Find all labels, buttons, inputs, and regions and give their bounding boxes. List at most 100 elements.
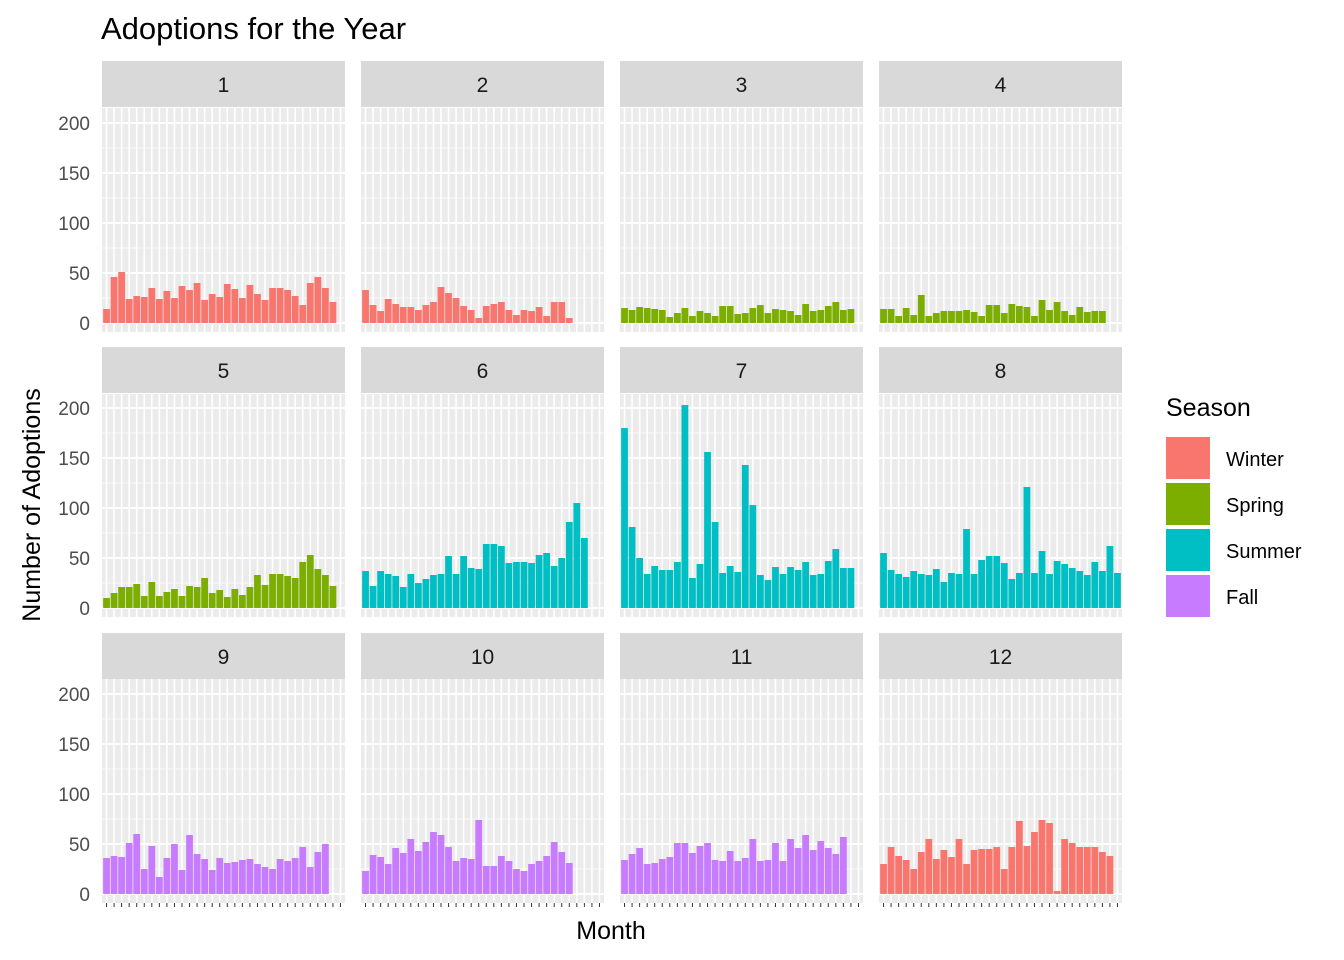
bar (711, 522, 719, 608)
bar (651, 566, 659, 608)
bar (963, 310, 970, 323)
bar (910, 571, 918, 608)
bar (839, 568, 847, 608)
bar (824, 561, 832, 608)
bar (681, 405, 689, 608)
bar (276, 288, 284, 323)
bar (558, 302, 566, 323)
legend-label: Winter (1226, 449, 1284, 471)
bar (284, 290, 292, 323)
chart-title: Adoptions for the Year (101, 11, 406, 46)
bar (895, 316, 903, 323)
bar (902, 577, 910, 608)
bar (764, 860, 772, 894)
bar (384, 864, 392, 894)
bar (520, 562, 528, 608)
bar (110, 593, 118, 608)
y-tick-label: 100 (58, 785, 90, 806)
y-tick-label: 150 (58, 735, 90, 756)
bar (505, 563, 513, 608)
bar (377, 571, 385, 608)
bar (1031, 573, 1038, 608)
bar (1015, 821, 1023, 894)
y-tick-label: 200 (58, 399, 90, 420)
bar (741, 313, 749, 323)
panel-background (102, 108, 345, 332)
facet-strip (620, 61, 863, 107)
bar (1053, 891, 1061, 894)
bar (550, 302, 558, 323)
bar (910, 869, 918, 894)
bar (948, 311, 955, 323)
bar (772, 309, 779, 323)
bar (103, 858, 110, 894)
y-axis-title: Number of Adoptions (18, 388, 46, 621)
bar (362, 871, 369, 894)
bar (621, 860, 628, 894)
legend: Season Winter Spring Summer Fall (1166, 394, 1302, 617)
bar (528, 864, 535, 894)
bar (467, 310, 475, 323)
bar (414, 851, 422, 894)
bar (269, 869, 276, 894)
y-tick-label: 50 (69, 835, 90, 856)
bar (133, 584, 141, 608)
bar (475, 318, 483, 323)
bar (978, 849, 986, 894)
facet-strip (620, 633, 863, 679)
bar (779, 310, 787, 323)
facet-strip-label: 8 (995, 360, 1007, 383)
bar (178, 870, 186, 894)
y-tick-label: 50 (69, 549, 90, 570)
bar (970, 574, 978, 608)
y-tick-label: 0 (79, 599, 90, 620)
bar (437, 287, 445, 323)
y-tick-label: 150 (58, 449, 90, 470)
facet-strip-label: 1 (218, 74, 230, 97)
bar (839, 837, 847, 894)
bar (246, 285, 254, 323)
bar (756, 575, 764, 608)
bar (932, 313, 940, 323)
bar (970, 312, 978, 323)
bar (628, 854, 636, 894)
bar (802, 835, 810, 894)
bar (261, 867, 269, 894)
y-tick-label: 100 (58, 499, 90, 520)
facet-strip-label: 10 (471, 646, 494, 669)
bar (445, 847, 452, 894)
bar (658, 570, 666, 608)
bar (193, 854, 201, 894)
facet-panel-1: 1 0 50 100 150 200 (58, 61, 345, 335)
legend-key-spring (1166, 483, 1210, 525)
x-axis-title: Month (576, 917, 645, 945)
bar (208, 593, 216, 608)
bar (726, 306, 734, 323)
bar (254, 575, 261, 608)
facet-strip-label: 9 (218, 646, 230, 669)
bar (696, 846, 704, 894)
bar (1031, 832, 1038, 894)
bar (513, 562, 520, 608)
bar (231, 289, 239, 323)
facet-strip (879, 347, 1122, 393)
facet-strip-label: 12 (989, 646, 1012, 669)
bar (414, 310, 422, 323)
bar (216, 858, 224, 894)
bar (696, 564, 704, 608)
bar (1046, 574, 1053, 608)
bar (809, 311, 817, 323)
bar (985, 556, 993, 608)
bar (148, 582, 156, 608)
bar (704, 843, 711, 894)
bar (186, 290, 193, 323)
bar (314, 277, 322, 323)
bar (565, 522, 573, 608)
bar (314, 569, 322, 608)
facet-strip-label: 3 (736, 74, 748, 97)
bar (824, 848, 832, 894)
bar (734, 861, 742, 894)
bar (565, 318, 573, 323)
bar (621, 308, 628, 323)
